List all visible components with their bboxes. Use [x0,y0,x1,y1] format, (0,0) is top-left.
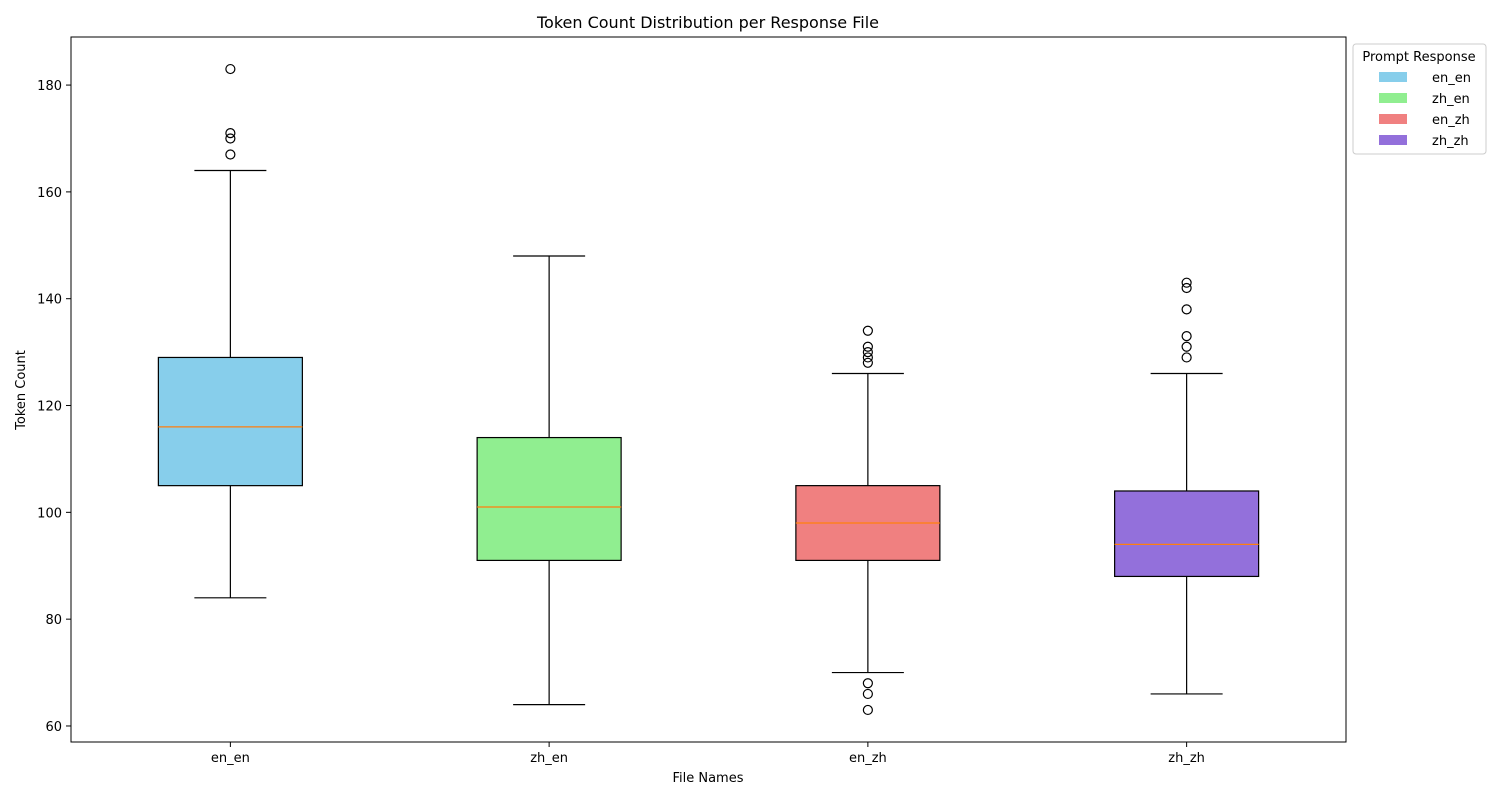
y-tick-label: 140 [37,293,62,308]
outlier-point [1181,277,1192,288]
legend-swatch-en_zh [1379,114,1407,124]
outlier-point [225,63,236,75]
legend-label-en_zh: en_zh [1432,113,1470,128]
legend: Prompt Response en_en zh_en en_zh zh_zh [1352,43,1487,155]
legend-label-zh_zh: zh_zh [1432,134,1469,149]
legend-frame [1352,43,1487,155]
y-tick-label: 80 [45,613,62,628]
outlier-point [862,704,873,716]
box-group-zh_en [476,255,622,706]
box-group-en_en [157,63,303,599]
x-axis-label: File Names [672,771,743,786]
legend-title: Prompt Response [1362,50,1475,65]
x-tick-label: en_en [211,751,250,766]
box-group-zh_zh [1114,277,1260,695]
chart-title: Token Count Distribution per Response Fi… [536,13,879,32]
x-axis: en_en zh_en en_zh zh_zh [211,742,1205,766]
outlier-point [862,341,873,352]
x-tick-label: zh_en [530,751,568,766]
outlier-point [862,352,873,363]
y-tick-label: 180 [37,79,62,94]
legend-label-en_en: en_en [1432,71,1471,86]
box-iqr [476,436,622,562]
outlier-point [862,688,873,700]
y-tick-label: 160 [37,186,62,201]
outlier-point [862,325,873,336]
box-iqr [157,356,303,487]
outlier-point [862,347,873,358]
box-series [157,63,1260,716]
outlier-point [1181,282,1192,294]
legend-swatch-zh_en [1379,93,1407,103]
plot-area-frame [70,36,1347,743]
outlier-point [225,128,236,139]
outlier-point [1181,330,1192,342]
box-group-en_zh [795,325,941,716]
legend-label-zh_en: zh_en [1432,92,1470,107]
legend-swatch-en_en [1379,72,1407,82]
y-axis: 60 80 100 120 140 160 180 [37,79,71,735]
y-tick-label: 100 [37,506,62,521]
x-tick-label: en_zh [849,751,887,766]
x-tick-label: zh_zh [1168,751,1205,766]
y-tick-label: 120 [37,400,62,415]
y-axis-label: Token Count [14,350,29,431]
outlier-point [225,149,236,160]
outlier-point [225,133,236,144]
outlier-point [1181,352,1192,363]
y-tick-label: 60 [45,720,62,735]
outlier-point [862,678,873,689]
outlier-point [1181,304,1192,315]
outlier-point [1181,341,1192,352]
outlier-point [862,357,873,368]
legend-items: en_en zh_en en_zh zh_zh [1379,71,1471,149]
legend-swatch-zh_zh [1379,135,1407,145]
box-iqr [1114,490,1260,578]
